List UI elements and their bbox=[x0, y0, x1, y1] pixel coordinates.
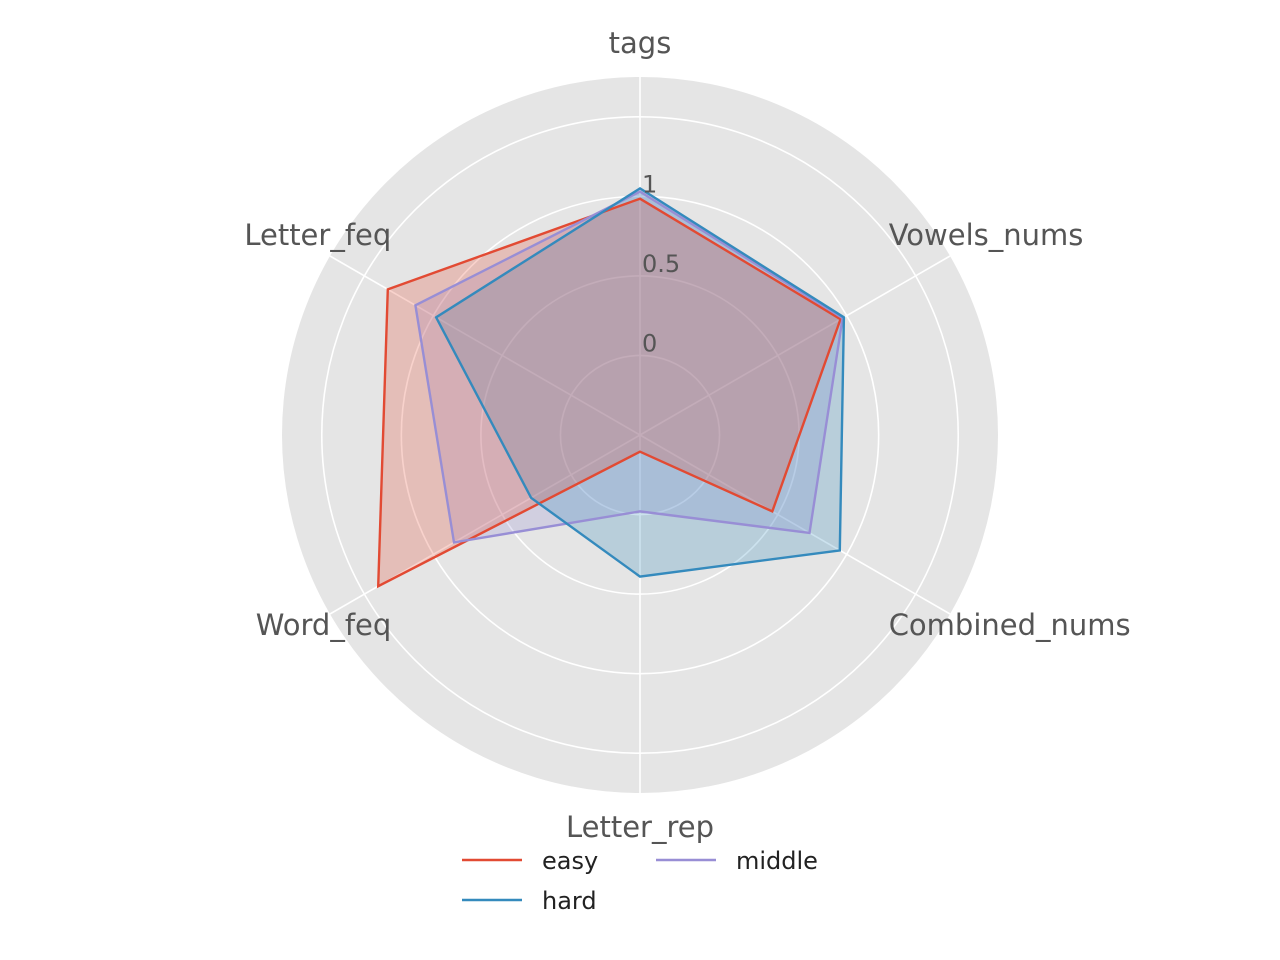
axis-label-word_feq: Word_feq bbox=[256, 608, 392, 642]
radial-tick-label: 0 bbox=[642, 329, 657, 357]
axis-label-vowels_nums: Vowels_nums bbox=[889, 218, 1084, 252]
radial-tick-label: 0.5 bbox=[642, 250, 680, 278]
series-line-middle bbox=[414, 190, 844, 544]
legend-label-easy: easy bbox=[542, 847, 598, 875]
series-line-easy bbox=[376, 197, 842, 589]
axis-spoke bbox=[639, 434, 951, 615]
series-fill-middle bbox=[415, 191, 843, 543]
axis-label-combined_nums: Combined_nums bbox=[889, 608, 1131, 642]
axis-label-letter_feq: Letter_feq bbox=[244, 218, 391, 252]
series-line-hard bbox=[434, 186, 846, 578]
axis-label-letter_rep: Letter_rep bbox=[566, 810, 714, 844]
axis-spoke bbox=[639, 255, 951, 436]
legend-label-middle: middle bbox=[736, 847, 818, 875]
legend-label-hard: hard bbox=[542, 887, 597, 915]
series-fill-hard bbox=[436, 188, 844, 577]
radial-tick-label: 1 bbox=[642, 170, 657, 198]
axis-spoke bbox=[329, 255, 641, 436]
axis-label-tags: tags bbox=[609, 26, 672, 60]
